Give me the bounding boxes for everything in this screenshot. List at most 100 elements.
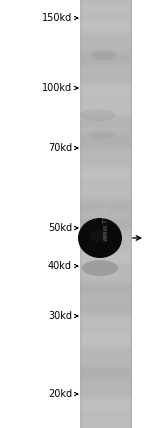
Bar: [80, 385, 132, 386]
Bar: [80, 121, 132, 122]
Bar: [80, 296, 132, 297]
Bar: [80, 175, 132, 176]
Bar: [80, 28, 132, 29]
Text: 50kd: 50kd: [48, 223, 72, 233]
Bar: [80, 127, 132, 128]
Bar: [80, 55, 132, 56]
Bar: [80, 177, 132, 178]
Bar: [80, 106, 132, 107]
Bar: [80, 256, 132, 257]
Bar: [80, 0, 132, 1]
Bar: [80, 217, 132, 218]
Bar: [80, 0, 132, 428]
Bar: [80, 397, 132, 398]
Bar: [80, 413, 132, 414]
Bar: [80, 191, 132, 192]
Bar: [80, 43, 132, 44]
Bar: [80, 335, 132, 336]
Bar: [80, 346, 132, 347]
Bar: [80, 142, 132, 143]
Bar: [80, 108, 132, 109]
Bar: [80, 180, 132, 181]
Ellipse shape: [82, 260, 118, 276]
Bar: [80, 42, 132, 43]
Bar: [80, 41, 132, 42]
Bar: [80, 395, 132, 396]
Bar: [80, 224, 132, 225]
Bar: [80, 297, 132, 298]
Bar: [80, 284, 132, 285]
Bar: [80, 117, 132, 118]
Bar: [80, 45, 132, 46]
Bar: [80, 59, 132, 60]
Bar: [80, 27, 132, 28]
Text: 40kd: 40kd: [48, 261, 72, 271]
Bar: [80, 149, 132, 150]
Bar: [80, 173, 132, 174]
Bar: [80, 82, 132, 83]
Bar: [80, 365, 132, 366]
Bar: [80, 286, 132, 287]
Bar: [80, 147, 132, 148]
Bar: [80, 161, 132, 162]
Bar: [80, 337, 132, 338]
Bar: [80, 145, 132, 146]
Bar: [80, 123, 132, 124]
Bar: [80, 71, 132, 72]
Bar: [80, 49, 132, 50]
Bar: [80, 35, 132, 36]
Bar: [80, 267, 132, 268]
Bar: [80, 366, 132, 367]
Bar: [80, 301, 132, 302]
Bar: [80, 201, 132, 202]
Bar: [80, 354, 132, 355]
Bar: [80, 11, 132, 12]
Bar: [80, 102, 132, 103]
Bar: [80, 16, 132, 17]
Bar: [80, 159, 132, 160]
Bar: [80, 383, 132, 384]
Bar: [80, 88, 132, 89]
Bar: [80, 273, 132, 274]
Bar: [80, 83, 132, 84]
Bar: [80, 133, 132, 134]
Bar: [80, 36, 132, 37]
Bar: [80, 257, 132, 258]
Ellipse shape: [88, 131, 116, 139]
Bar: [80, 302, 132, 303]
Bar: [80, 151, 132, 152]
Bar: [80, 391, 132, 392]
Bar: [80, 276, 132, 277]
Bar: [80, 307, 132, 308]
Bar: [80, 152, 132, 153]
Bar: [80, 320, 132, 321]
Bar: [80, 359, 132, 360]
Bar: [80, 294, 132, 295]
Bar: [80, 225, 132, 226]
Bar: [80, 72, 132, 73]
Ellipse shape: [80, 109, 116, 121]
Bar: [80, 199, 132, 200]
Bar: [80, 158, 132, 159]
Bar: [80, 89, 132, 90]
Bar: [80, 46, 132, 47]
Bar: [80, 15, 132, 16]
Text: 150kd: 150kd: [42, 13, 72, 23]
Bar: [80, 172, 132, 173]
Bar: [80, 126, 132, 127]
Bar: [80, 171, 132, 172]
Bar: [80, 239, 132, 240]
Bar: [80, 78, 132, 79]
Bar: [80, 207, 132, 208]
Bar: [80, 351, 132, 352]
Bar: [80, 380, 132, 381]
Bar: [80, 230, 132, 231]
Bar: [80, 363, 132, 364]
Bar: [80, 195, 132, 196]
Bar: [80, 425, 132, 426]
Bar: [80, 80, 132, 81]
Bar: [80, 39, 132, 40]
Bar: [80, 129, 132, 130]
Bar: [80, 242, 132, 243]
Bar: [80, 327, 132, 328]
